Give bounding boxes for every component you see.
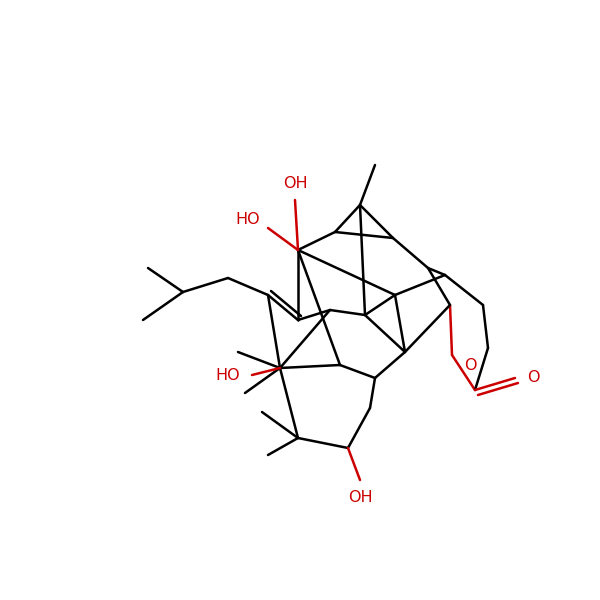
Text: OH: OH — [283, 176, 307, 191]
Text: OH: OH — [347, 491, 373, 505]
Text: O: O — [464, 358, 476, 373]
Text: HO: HO — [236, 212, 260, 227]
Text: O: O — [527, 370, 539, 385]
Text: HO: HO — [215, 367, 241, 383]
